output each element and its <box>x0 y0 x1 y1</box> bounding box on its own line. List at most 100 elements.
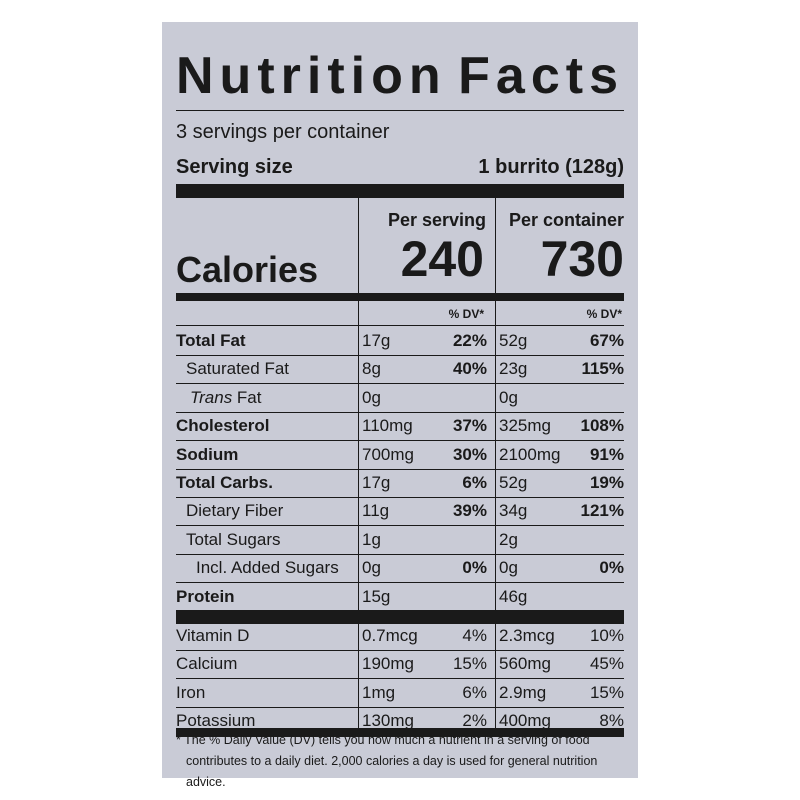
serving-amount: 110mg <box>362 416 413 436</box>
container-amount: 34g <box>499 501 528 521</box>
serving-amount: 17g <box>362 331 391 350</box>
row-divider <box>176 411 624 413</box>
per-serving-label: Per serving <box>387 210 486 230</box>
footnote-line-1: * The % Daily Value (DV) tells you how m… <box>176 733 590 747</box>
nutrition-facts-label: Nutrition Facts 3 servings per container… <box>162 22 638 789</box>
nutrient-row: Total Sugars 1g 2g <box>176 526 624 554</box>
nutrient-row: Protein 15g 46g <box>176 583 624 611</box>
container-amount: 23g <box>499 359 528 379</box>
container-amount: 2100mg <box>499 444 561 464</box>
nutrient-row: Cholesterol 110mg 37% 325mg 108% <box>176 412 624 440</box>
row-name: Potassium <box>176 711 256 731</box>
serving-size-label: Serving size <box>176 156 293 178</box>
serving-amount: 1g <box>362 529 381 549</box>
serving-dv: 22% <box>452 331 487 350</box>
row-name: Dietary Fiber <box>186 501 284 521</box>
nutrient-row: Saturated Fat 8g 40% 23g 115% <box>176 355 624 383</box>
container-dv: 15% <box>589 682 624 702</box>
container-amount: 325mg <box>499 416 551 436</box>
row-name: Cholesterol <box>176 416 270 436</box>
row-name: Calcium <box>176 654 238 674</box>
container-amount: 2.3mcg <box>499 626 555 645</box>
container-dv: 67% <box>589 331 624 350</box>
vitamin-row: Iron 1mg 6% 2.9mg 15% <box>176 679 624 707</box>
row-name: Vitamin D <box>176 626 250 645</box>
container-dv: 10% <box>589 626 624 645</box>
serving-dv: 37% <box>452 416 487 436</box>
row-divider <box>176 706 624 708</box>
serving-amount: 0.7mcg <box>362 626 418 645</box>
row-name: Total Fat <box>176 331 246 350</box>
serving-dv: 40% <box>452 359 487 379</box>
servings-per-container: 3 servings per container <box>176 121 390 143</box>
row-divider <box>176 468 624 470</box>
nutrient-row: Total Fat 17g 22% 52g 67% <box>176 327 624 355</box>
nutrient-row: Total Carbs. 17g 6% 52g 19% <box>176 469 624 497</box>
container-dv: 108% <box>580 416 624 436</box>
label-title: Nutrition Facts <box>176 46 624 106</box>
dv-header-container: % DV* <box>586 307 622 321</box>
footnote-line-2: contributes to a daily diet. 2,000 calor… <box>186 754 598 789</box>
title-rule <box>176 110 624 111</box>
row-divider <box>176 440 624 442</box>
serving-amount: 1mg <box>362 682 396 702</box>
title-word-facts: Facts <box>458 47 624 105</box>
nutrient-row: Dietary Fiber 11g 39% 34g 121% <box>176 497 624 525</box>
nutrient-row: Sodium 700mg 30% 2100mg 91% <box>176 441 624 469</box>
row-divider <box>176 383 624 385</box>
row-name: Trans Fat <box>190 384 262 412</box>
container-dv: 0% <box>599 558 624 578</box>
dv-header-rule <box>176 325 624 326</box>
serving-amount: 15g <box>362 586 391 606</box>
container-dv: 8% <box>599 711 624 731</box>
column-divider-left <box>358 184 359 728</box>
row-divider <box>176 496 624 498</box>
serving-amount: 0g <box>362 558 381 578</box>
calories-per-serving: 240 <box>400 231 484 287</box>
container-amount: 2g <box>499 529 518 549</box>
nutrient-row: Incl. Added Sugars 0g 0% 0g 0% <box>176 554 624 582</box>
serving-dv: 4% <box>462 626 487 645</box>
serving-amount: 190mg <box>362 654 414 674</box>
container-dv: 91% <box>589 444 624 464</box>
dv-header-serving: % DV* <box>448 307 484 321</box>
thick-rule-top <box>176 184 624 198</box>
calories-label: Calories <box>176 249 319 290</box>
container-amount: 46g <box>499 586 528 606</box>
row-name: Iron <box>176 682 206 702</box>
title-word-nutrition: Nutrition <box>176 47 447 105</box>
serving-amount: 0g <box>362 387 381 407</box>
row-name: Protein <box>176 586 235 606</box>
vitamin-row: Vitamin D 0.7mcg 4% 2.3mcg 10% <box>176 622 624 650</box>
vitamin-row: Calcium 190mg 15% 560mg 45% <box>176 650 624 678</box>
container-amount: 52g <box>499 473 528 492</box>
container-dv: 121% <box>580 501 624 521</box>
serving-amount: 130mg <box>362 711 414 731</box>
serving-dv: 30% <box>452 444 487 464</box>
serving-dv: 39% <box>452 501 487 521</box>
serving-amount: 8g <box>362 359 381 379</box>
row-divider <box>176 354 624 356</box>
serving-size-value: 1 burrito (128g) <box>478 156 624 178</box>
row-name: Total Carbs. <box>176 473 273 492</box>
row-divider <box>176 525 624 527</box>
container-dv: 115% <box>581 359 624 379</box>
serving-dv: 0% <box>462 558 487 578</box>
container-amount: 400mg <box>499 711 551 731</box>
row-name-italic: Trans <box>190 387 233 407</box>
container-amount: 0g <box>499 558 518 578</box>
row-divider <box>176 678 624 680</box>
thick-rule-calories <box>176 293 624 301</box>
thick-rule-bottom <box>176 728 624 737</box>
serving-dv: 6% <box>462 473 487 492</box>
serving-dv: 2% <box>462 711 487 731</box>
nutrient-row: Trans Fat 0g 0g <box>176 384 624 412</box>
container-amount: 52g <box>499 331 528 350</box>
row-name-rest: Fat <box>232 387 262 407</box>
per-container-label: Per container <box>508 210 624 230</box>
container-dv: 19% <box>589 473 624 492</box>
container-amount: 0g <box>499 387 518 407</box>
serving-amount: 17g <box>362 473 391 492</box>
vitamin-row: Potassium 130mg 2% 400mg 8% <box>176 707 624 735</box>
row-name: Total Sugars <box>186 529 281 549</box>
